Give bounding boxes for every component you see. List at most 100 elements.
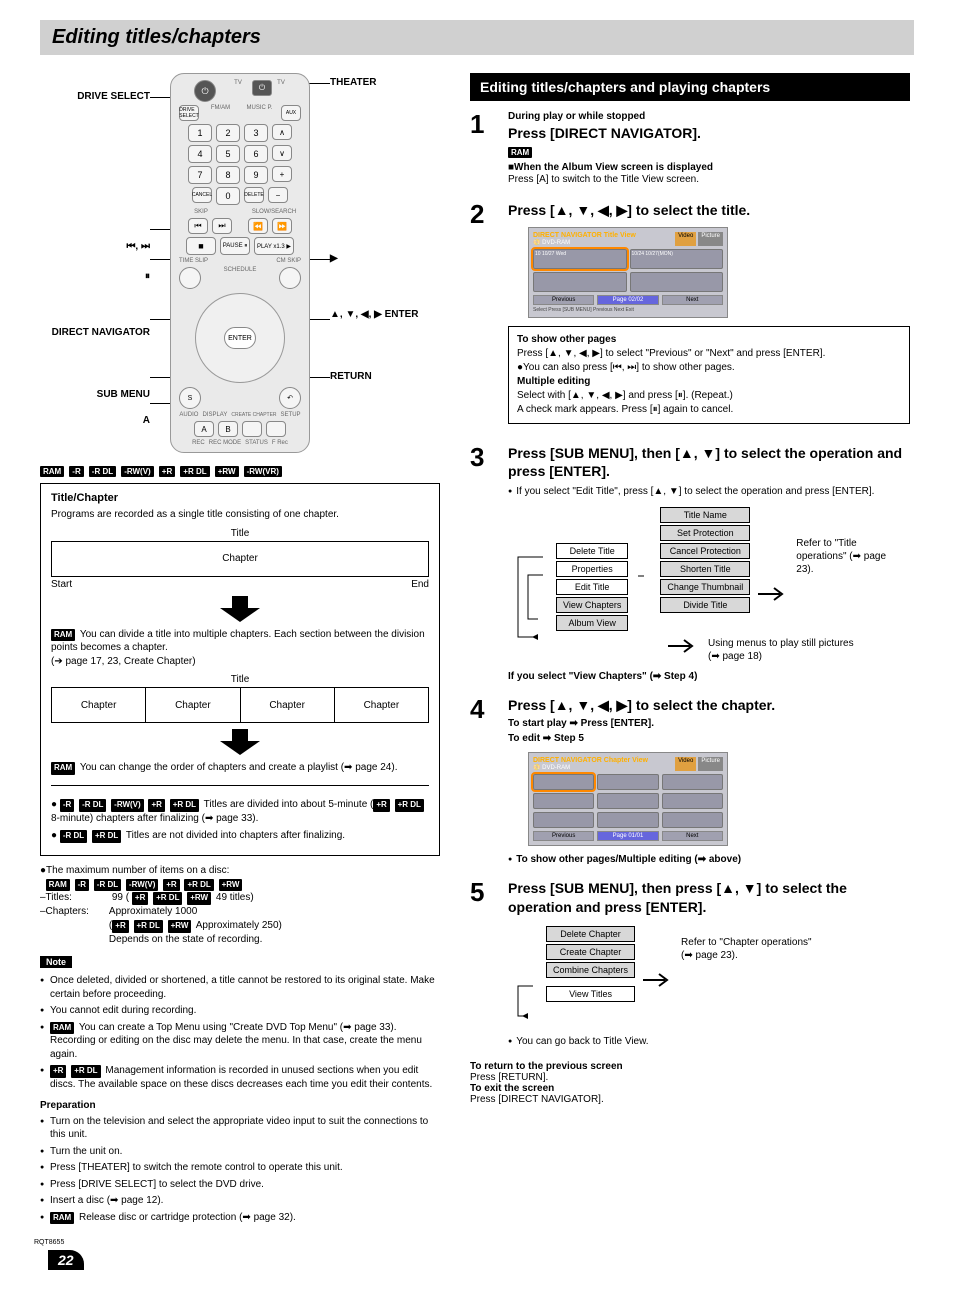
- menu-item: Album View: [556, 615, 628, 631]
- step3-foot: If you select "View Chapters" (➡ Step 4): [508, 671, 910, 682]
- nav-wheel: ENTER: [195, 293, 285, 383]
- step4-sub1: To start play ➡ Press [ENTER].: [508, 718, 910, 729]
- vol-up: +: [272, 166, 292, 182]
- step4-sub2: To edit ➡ Step 5: [508, 733, 910, 744]
- timeslip-button: [179, 267, 201, 289]
- pause-icon: PAUSE ⏸: [220, 237, 250, 255]
- step5-main: Press [SUB MENU], then press [▲, ▼] to s…: [508, 879, 910, 915]
- note-item: RAM You can create a Top Menu using "Cre…: [40, 1021, 440, 1062]
- step5-menu-col: Delete Chapter Create Chapter Combine Ch…: [546, 926, 635, 1002]
- step1-main: Press [DIRECT NAVIGATOR].: [508, 124, 910, 142]
- vol-down: −: [268, 187, 288, 203]
- label-direct-navigator: DIRECT NAVIGATOR: [52, 327, 150, 338]
- thumbnail-empty: [597, 774, 658, 790]
- footer-notes: To return to the previous screen Press […: [470, 1061, 910, 1105]
- step5-ref: Refer to "Chapter operations" (➡ page 23…: [681, 936, 821, 962]
- rewind-icon: ⏪: [248, 218, 268, 234]
- tc-intro: Programs are recorded as a single title …: [51, 508, 429, 522]
- cancel-button: CANCEL: [192, 187, 212, 203]
- prep-item: Turn on the television and select the ap…: [40, 1115, 440, 1142]
- label-play: ▶: [330, 253, 338, 264]
- menu-item: Create Chapter: [546, 944, 635, 960]
- label-sub-menu: SUB MENU: [97, 389, 150, 400]
- diag1-chapter: Chapter: [52, 542, 428, 576]
- return-button: ↶: [279, 387, 301, 409]
- step1-sub: ■When the Album View screen is displayed: [508, 162, 910, 173]
- menu-item: View Chapters: [556, 597, 628, 613]
- thumbnail: 10/24 10/27(MON): [630, 249, 724, 269]
- fmt-badge: RAM: [508, 147, 532, 158]
- step-number: 4: [470, 696, 498, 865]
- diag1-title: Title: [51, 528, 429, 539]
- thumbnail-empty: [597, 812, 658, 828]
- menu-item: Change Thumbnail: [660, 579, 750, 595]
- menu-item: Delete Chapter: [546, 926, 635, 942]
- theater-button: ⏻: [252, 80, 272, 96]
- label-skip: ⏮, ⏭: [126, 241, 150, 252]
- diag1-ends: Start End: [51, 579, 429, 590]
- note-item: You cannot edit during recording.: [40, 1004, 440, 1018]
- enter-button: ENTER: [224, 327, 256, 349]
- chapter-view-screenshot: DIRECT NAVIGATOR Chapter View 📀 DVD-RAM …: [528, 752, 728, 846]
- tc-text3: ● -R -R DL -RW(V) +R +R DL Titles are di…: [51, 785, 429, 843]
- step-number: 3: [470, 444, 498, 682]
- label-a: A: [143, 415, 150, 426]
- diag2-bar: Chapter Chapter Chapter Chapter: [51, 687, 429, 723]
- submenu-button: S: [179, 387, 201, 409]
- fmt-badge: RAM: [40, 466, 64, 477]
- menu-item: Edit Title: [556, 579, 628, 595]
- formats-row: RAM -R -R DL -RW(V) +R +R DL +RW -RW(VR): [40, 465, 440, 477]
- key-2: 2: [216, 124, 240, 142]
- notes-list: Once deleted, divided or shortened, a ti…: [40, 974, 440, 1092]
- step-2: 2 Press [▲, ▼, ◀, ▶] to select the title…: [470, 201, 910, 430]
- section-heading: Editing titles/chapters and playing chap…: [470, 73, 910, 101]
- step-number: 2: [470, 201, 498, 430]
- thumbnail-empty: [533, 272, 627, 292]
- key-7: 7: [188, 166, 212, 184]
- preparation-heading: Preparation: [40, 1100, 440, 1111]
- menu-item: Combine Chapters: [546, 962, 635, 978]
- prep-item: Press [THEATER] to switch the remote con…: [40, 1161, 440, 1175]
- down-arrow-icon: [51, 729, 429, 755]
- step5-menu-tree: Delete Chapter Create Chapter Combine Ch…: [508, 926, 910, 1026]
- step-1: 1 During play or while stopped Press [DI…: [470, 111, 910, 187]
- label-theater: THEATER: [330, 77, 376, 88]
- key-0: 0: [216, 187, 240, 205]
- menu-item: Delete Title: [556, 543, 628, 559]
- thumbnail-empty: [662, 774, 723, 790]
- arrow-right-icon: [643, 971, 673, 995]
- right-column: Editing titles/chapters and playing chap…: [470, 73, 910, 1228]
- input-button: AUX: [281, 105, 301, 121]
- note-tag: Note: [40, 956, 72, 968]
- fmt-badge: +R DL: [180, 466, 209, 477]
- thumbnail: [533, 774, 594, 790]
- label-pause: ⏸: [145, 271, 150, 282]
- note-item: +R +R DL Management information is recor…: [40, 1064, 440, 1091]
- step-number: 1: [470, 111, 498, 187]
- skip-back-icon: ⏮: [188, 218, 208, 234]
- key-9: 9: [244, 166, 268, 184]
- step1-pre: During play or while stopped: [508, 111, 910, 122]
- max-items: ●The maximum number of items on a disc: …: [40, 864, 440, 946]
- fmt-badge: -R: [69, 466, 83, 477]
- step-number: 5: [470, 879, 498, 1046]
- step3-ref1: Refer to "Title operations" (➡ page 23).: [796, 537, 896, 576]
- ch-up: ∧: [272, 124, 292, 140]
- menu-item: Properties: [556, 561, 628, 577]
- diag2-title: Title: [51, 674, 429, 685]
- play-icon: PLAY x1.3 ▶: [254, 237, 294, 255]
- step2-main: Press [▲, ▼, ◀, ▶] to select the title.: [508, 201, 910, 219]
- drive-select-button: DRIVESELECT: [179, 105, 199, 121]
- step-5: 5 Press [SUB MENU], then press [▲, ▼] to…: [470, 879, 910, 1046]
- cmskip-button: [279, 267, 301, 289]
- step4-note: To show other pages/Multiple editing (➡ …: [508, 854, 910, 865]
- fmt-badge: -RW(VR): [244, 466, 282, 477]
- diag1-bar: Chapter: [51, 541, 429, 577]
- ch-down: ∨: [272, 145, 292, 161]
- down-arrow-icon: [51, 596, 429, 622]
- b-button: B: [218, 421, 238, 437]
- step-4: 4 Press [▲, ▼, ◀, ▶] to select the chapt…: [470, 696, 910, 865]
- prep-item: Press [DRIVE SELECT] to select the DVD d…: [40, 1178, 440, 1192]
- step3-menu-tree: Delete Title Properties Edit Title View …: [508, 507, 910, 647]
- arrow-right-icon: [758, 585, 788, 609]
